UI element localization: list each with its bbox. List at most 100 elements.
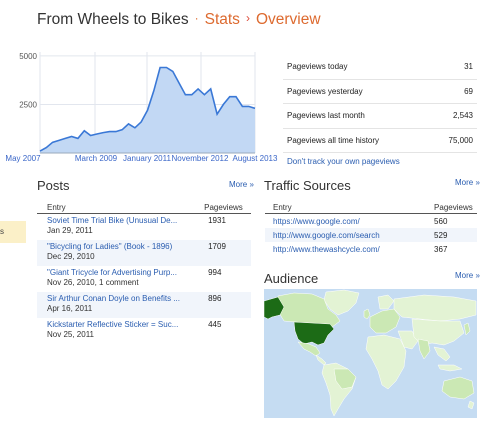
map-russia [393,294,477,322]
stats-row: Pageviews yesterday 69 [283,79,477,104]
stats-label: Pageviews today [283,55,430,80]
pageviews-line [39,66,256,152]
map-alaska [264,296,285,320]
table-row: "Giant Tricycle for Advertising Purp... N… [37,266,251,292]
table-row: Soviet Time Trial Bike (Unusual De... Jan… [37,214,251,241]
breadcrumb-chevron-icon: › [245,11,250,25]
stats-row: Pageviews today 31 [283,55,477,80]
x-tick-label: May 2007 [5,154,41,163]
post-date: Apr 16, 2011 [47,304,93,313]
traffic-source-link[interactable]: https://www.google.com/ [273,216,360,226]
stats-value: 31 [429,55,477,80]
breadcrumb-stats[interactable]: Stats [204,11,240,28]
dont-track-link[interactable]: Don't track your own pageviews [287,157,400,166]
traffic-pageviews-header: Pageviews [384,201,477,214]
breadcrumb-dot-separator: · [194,11,199,25]
pageviews-area [40,67,255,153]
map-mexico [297,341,321,357]
post-entry-cell: "Giant Tricycle for Advertising Purp... N… [37,266,196,292]
map-brazil [333,368,357,390]
post-entry-cell: Kickstarter Reflective Sticker = Suc... N… [37,318,196,344]
pageviews-graph[interactable]: 5000 2500 May 2007 March 2009 January 2011 No… [0,40,280,166]
map-middle-east [397,330,419,350]
x-tick-label: March 2009 [75,154,118,163]
posts-more-link[interactable]: More » [229,180,254,189]
traffic-sources-title: Traffic Sources [264,178,351,193]
audience-more-link[interactable]: More » [455,271,480,280]
y-tick-label: 2500 [19,100,37,109]
post-entry-cell: Soviet Time Trial Bike (Unusual De... Jan… [37,214,196,241]
posts-pageviews-header: Pageviews [196,201,251,214]
traffic-more-link[interactable]: More » [455,178,480,187]
table-row: https://www.google.com/560 [265,214,477,229]
posts-entry-header: Entry [37,201,197,214]
map-japan [463,322,471,336]
audience-title: Audience [264,271,319,286]
stats-value: 75,000 [429,128,477,153]
pageviews-graph-svg: 5000 2500 May 2007 March 2009 January 2011 No… [5,52,278,163]
map-new-zealand [467,400,475,410]
stats-row: Pageviews all time history 75,000 [283,128,477,153]
table-row: "Bicycling for Ladies" (Book - 1896) Dec … [37,240,251,266]
x-tick-label: August 2013 [233,154,278,163]
map-europe [369,308,401,334]
y-tick-label: 5000 [19,52,37,61]
map-australia [441,376,475,400]
posts-header-row: Entry Pageviews [37,201,251,214]
world-map-svg [264,289,477,417]
post-pageviews: 1931 [208,216,226,225]
stats-label: Pageviews yesterday [283,79,430,104]
map-scandinavia [377,294,395,310]
traffic-pageviews: 529 [384,228,477,242]
map-canada [277,292,341,328]
post-pageviews: 1709 [196,240,251,266]
map-central-america [315,354,327,366]
traffic-source-link[interactable]: http://www.google.com/search [265,228,385,242]
x-tick-label: January 2011 [123,154,171,163]
x-tick-label: November 2012 [172,154,229,163]
post-title-link[interactable]: Soviet Time Trial Bike (Unusual De... [47,216,178,225]
audience-world-map[interactable] [264,289,477,418]
traffic-pageviews: 367 [434,244,448,254]
table-row: Kickstarter Reflective Sticker = Suc... N… [37,318,251,344]
sidebar-selected-item[interactable]: s [0,221,26,243]
map-uk [363,308,371,320]
post-entry-cell: "Bicycling for Ladies" (Book - 1896) Dec … [37,240,197,266]
post-date: Nov 26, 2010, 1 comment [47,278,139,287]
table-row: Sir Arthur Conan Doyle on Benefits ... Ap… [37,292,251,318]
post-date: Dec 29, 2010 [47,252,95,261]
stats-label: Pageviews all time history [283,128,430,153]
breadcrumb-blog[interactable]: From Wheels to Bikes [37,11,189,28]
map-indonesia [437,364,463,372]
post-date: Jan 29, 2011 [47,226,93,235]
pageview-stats-table: Pageviews today 31 Pageviews yesterday 69 Pa… [283,55,477,153]
map-africa [365,334,407,390]
traffic-sources-table: Entry Pageviews https://www.google.com/5… [265,201,477,256]
post-title-link[interactable]: "Giant Tricycle for Advertising Purp... [47,268,177,277]
post-entry-cell: Sir Arthur Conan Doyle on Benefits ... Ap… [37,292,197,318]
map-southeast-asia [433,346,451,362]
traffic-entry-header: Entry [265,201,385,214]
stats-label: Pageviews last month [283,103,430,129]
post-title-link[interactable]: Kickstarter Reflective Sticker = Suc... [47,320,179,329]
post-title-link[interactable]: Sir Arthur Conan Doyle on Benefits ... [47,294,180,303]
traffic-source-link[interactable]: http://www.thewashcycle.com/ [273,244,380,254]
table-row: http://www.thewashcycle.com/367 [265,242,477,256]
breadcrumb-current: Overview [255,11,321,28]
map-greenland [323,289,360,316]
breadcrumb: From Wheels to Bikes · Stats › Overview [37,11,321,29]
post-pageviews: 994 [208,268,222,277]
stats-value: 2,543 [429,103,477,129]
table-row: http://www.google.com/search 529 [265,228,477,242]
post-pageviews: 445 [208,320,222,329]
stats-value: 69 [429,79,477,104]
map-india [417,338,431,360]
stats-row: Pageviews last month 2,543 [283,103,477,129]
traffic-header-row: Entry Pageviews [265,201,477,214]
map-usa [293,321,335,346]
posts-table: Entry Pageviews Soviet Time Trial Bike (… [37,201,251,344]
sidebar-selected-item-label: s [0,227,4,236]
traffic-pageviews: 560 [434,216,448,226]
post-title-link[interactable]: "Bicycling for Ladies" (Book - 1896) [47,242,173,251]
post-date: Nov 25, 2011 [47,330,94,339]
